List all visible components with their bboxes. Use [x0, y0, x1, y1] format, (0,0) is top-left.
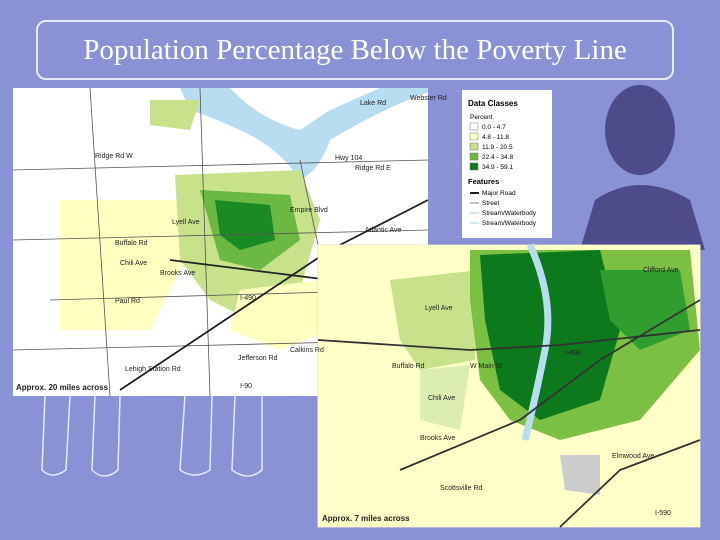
road-label: Chili Ave	[428, 395, 455, 402]
road-label: Lehigh Station Rd	[125, 366, 181, 373]
road-label: Ridge Rd E	[355, 165, 391, 172]
legend-label: Street	[482, 200, 500, 207]
map-caption: Approx. 7 miles across	[322, 514, 410, 523]
road-label: Buffalo Rd	[392, 363, 425, 370]
legend-swatch	[469, 152, 479, 161]
road-label: Calkins Rd	[290, 347, 324, 354]
road-label: Elmwood Ave	[612, 453, 654, 460]
road-label: Lake Rd	[360, 100, 386, 107]
road-label: Scottsville Rd	[440, 485, 483, 492]
legend-label: Stream/Waterbody	[482, 220, 537, 227]
silhouette	[580, 85, 705, 250]
road-label: Jefferson Rd	[238, 355, 278, 362]
road-label: I-490	[565, 350, 581, 357]
road-label: I-490	[240, 295, 256, 302]
road-label: Lyell Ave	[172, 219, 200, 226]
legend-label: Stream/Waterbody	[482, 210, 537, 217]
legend-swatch	[469, 162, 479, 171]
road-label: Atlantic Ave	[365, 227, 402, 234]
map-caption: Approx. 20 miles across	[16, 383, 109, 392]
legend-swatch	[469, 132, 479, 141]
legend-label: 11.9 - 20.5	[482, 144, 513, 151]
road-label: Empire Blvd	[290, 207, 328, 214]
legend-label: 22.4 - 34.8	[482, 154, 513, 161]
legend-label: 0.0 - 4.7	[482, 124, 506, 131]
slide-title: Population Percentage Below the Poverty …	[36, 20, 674, 80]
road-label: Ridge Rd W	[95, 153, 133, 160]
road-label: I-590	[655, 510, 671, 517]
road-label: Clifford Ave	[643, 267, 679, 274]
legend-unit: Percent	[470, 114, 493, 121]
legend-label: 34.9 - 59.1	[482, 164, 513, 171]
legend-swatch	[469, 122, 479, 131]
road-label: Brooks Ave	[160, 270, 195, 277]
city-map	[317, 243, 701, 528]
road-label: Webster Rd	[410, 95, 447, 102]
legend-label: 4.8 - 11.8	[482, 134, 509, 141]
legend-label: Major Road	[482, 190, 516, 197]
ghost-legs	[41, 394, 263, 477]
road-label: Lyell Ave	[425, 305, 453, 312]
road-label: Hwy 104	[335, 155, 362, 162]
road-label: I-90	[240, 383, 252, 390]
road-label: Buffalo Rd	[115, 240, 148, 247]
road-label: Paul Rd	[115, 298, 140, 305]
road-label: W Main St	[470, 363, 502, 370]
legend: Data Classes Percent 0.0 - 4.7 4.8 - 11.8…	[462, 90, 552, 238]
road-label: Chili Ave	[120, 260, 147, 267]
legend-swatch	[469, 142, 479, 151]
legend-features-title: Features	[468, 177, 499, 186]
legend-title: Data Classes	[468, 99, 518, 108]
road-label: Brooks Ave	[420, 435, 455, 442]
